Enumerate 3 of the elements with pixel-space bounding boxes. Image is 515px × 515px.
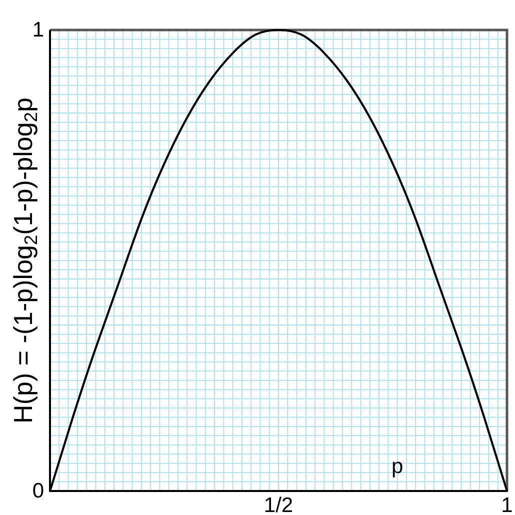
y-tick-label: 0 [32, 480, 44, 503]
x-axis-title: p [391, 455, 404, 478]
x-tick-label: 1/2 [264, 494, 294, 515]
